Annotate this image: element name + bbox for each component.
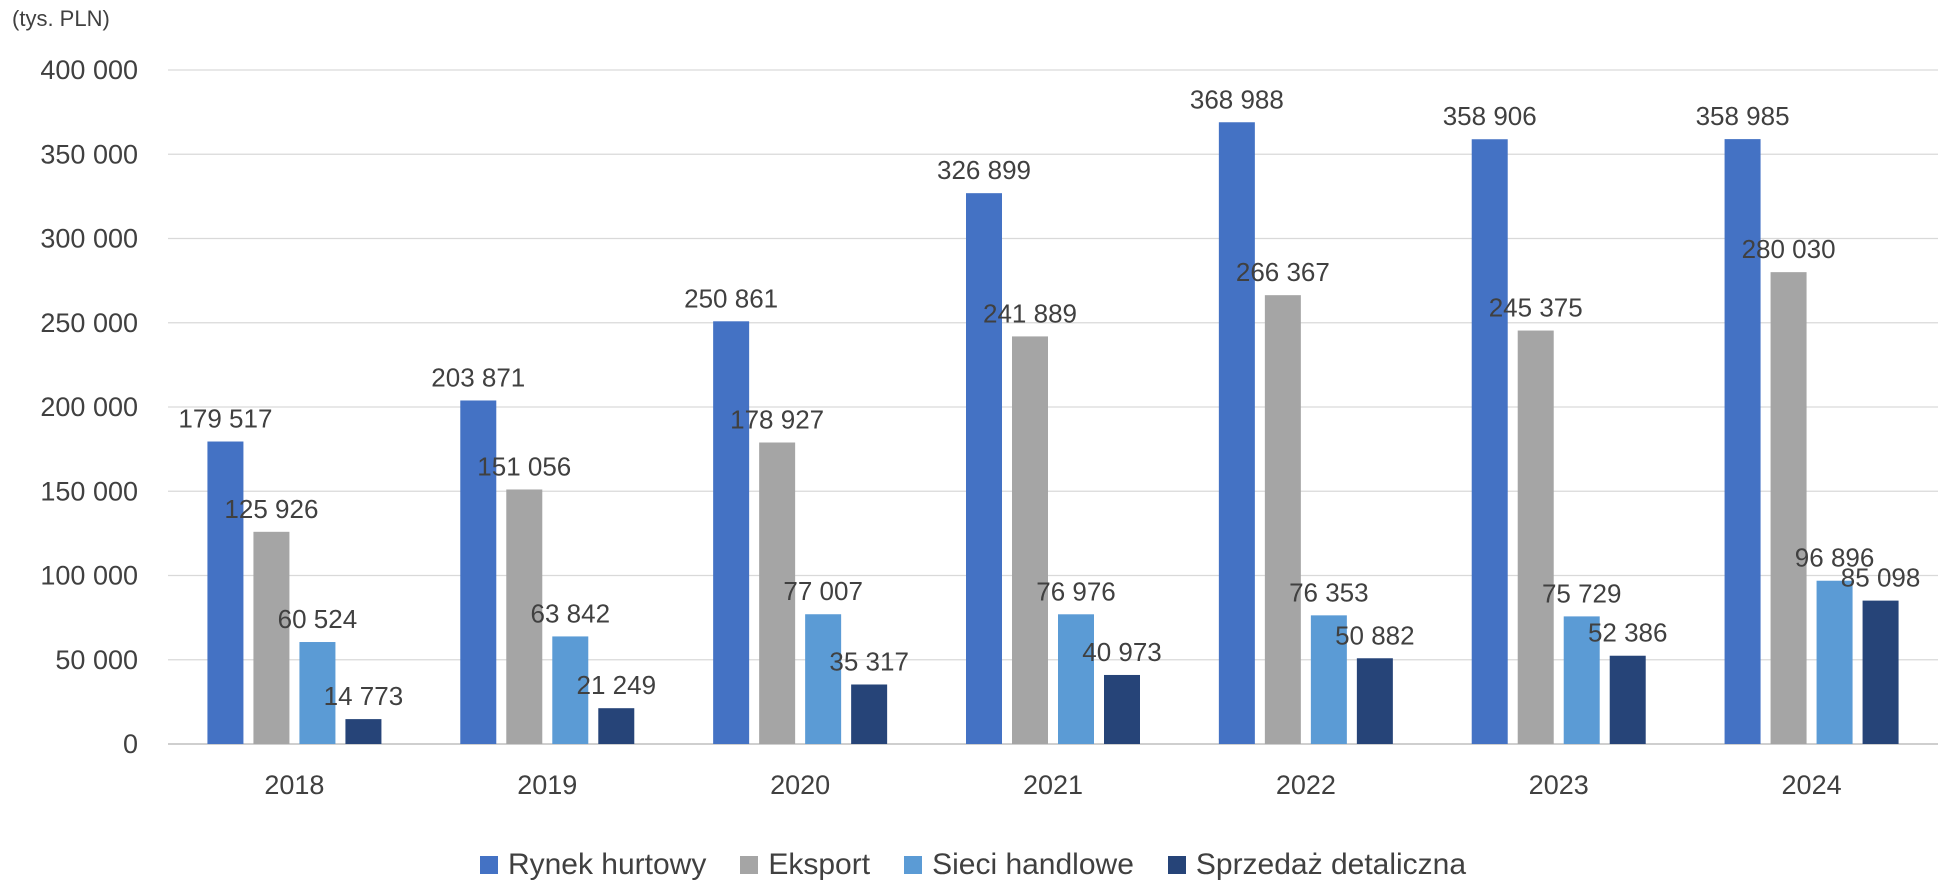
bar	[460, 400, 497, 744]
bar	[598, 708, 635, 744]
bar-chart: 0 50 000 100 000 150 000 200 000 250 000 300 0…	[40, 55, 1938, 800]
y-tick-label: 50 000	[55, 645, 138, 675]
data-label: 358 985	[1696, 101, 1790, 131]
x-tick-label: 2019	[517, 770, 577, 800]
bar	[1770, 272, 1807, 744]
bar	[253, 531, 290, 744]
y-tick-label: 400 000	[40, 55, 138, 85]
x-tick-label: 2023	[1529, 770, 1589, 800]
unit-label: (tys. PLN)	[12, 6, 110, 31]
legend-item: Rynek hurtowy	[479, 848, 707, 882]
data-label: 21 249	[577, 670, 657, 700]
y-tick-label: 250 000	[40, 308, 138, 338]
data-label: 96 896	[1795, 543, 1875, 573]
data-label: 125 926	[224, 494, 318, 524]
legend-swatch	[1167, 856, 1186, 874]
bar	[1058, 614, 1094, 744]
data-label: 14 773	[324, 681, 404, 711]
bar	[1012, 336, 1048, 744]
data-label: 151 056	[477, 451, 571, 481]
y-tick-label: 200 000	[40, 392, 138, 422]
bar	[1862, 600, 1899, 744]
data-label: 60 524	[278, 604, 358, 634]
data-label: 358 906	[1443, 101, 1537, 131]
legend-label: Rynek hurtowy	[507, 848, 707, 881]
bar	[1724, 139, 1761, 744]
bar	[1264, 295, 1301, 744]
data-label: 178 927	[730, 405, 824, 435]
x-tick-label: 2020	[770, 770, 830, 800]
data-label: 77 007	[783, 576, 863, 606]
data-label: 40 973	[1082, 637, 1162, 667]
data-label: 326 899	[937, 155, 1031, 185]
data-label: 245 375	[1489, 293, 1583, 323]
bar	[713, 321, 750, 744]
bar	[1816, 580, 1853, 744]
y-tick-label: 0	[123, 729, 138, 759]
bar	[299, 642, 336, 744]
x-tick-label: 2021	[1023, 770, 1083, 800]
legend-label: Eksport	[768, 848, 871, 881]
legend-item: Sprzedaż detaliczna	[1167, 848, 1467, 882]
y-tick-label: 300 000	[40, 224, 138, 254]
bar	[966, 193, 1002, 745]
data-label: 35 317	[829, 646, 909, 676]
legend: Rynek hurtowy Eksport Sieci handlowe Sprzed…	[0, 848, 1946, 882]
data-label: 52 386	[1588, 618, 1668, 648]
bar	[1104, 674, 1140, 744]
data-label: 50 882	[1335, 620, 1415, 650]
data-label: 250 861	[684, 283, 778, 313]
data-label: 63 842	[531, 598, 611, 628]
bar	[1218, 122, 1255, 744]
bar	[207, 441, 244, 744]
legend-item: Eksport	[740, 848, 870, 882]
bar	[1517, 330, 1554, 744]
bar	[1310, 615, 1347, 744]
data-label: 76 976	[1036, 576, 1116, 606]
data-label: 76 353	[1289, 577, 1369, 607]
bar	[1471, 139, 1508, 744]
bar	[345, 719, 382, 744]
bar	[552, 636, 589, 744]
data-label: 179 517	[178, 404, 272, 434]
legend-label: Sprzedaż detaliczna	[1195, 848, 1467, 881]
legend-swatch	[740, 856, 759, 874]
legend-label: Sieci handlowe	[932, 848, 1134, 881]
data-label: 85 098	[1841, 563, 1921, 593]
legend-swatch	[904, 856, 923, 874]
y-tick-label: 350 000	[40, 139, 138, 169]
legend-swatch	[479, 856, 498, 874]
bar	[805, 614, 842, 744]
data-label: 203 871	[431, 362, 525, 392]
bar	[506, 489, 543, 744]
bar	[1609, 655, 1646, 744]
data-label: 280 030	[1742, 234, 1836, 264]
y-tick-label: 150 000	[40, 476, 138, 506]
data-label: 241 889	[983, 298, 1077, 328]
x-tick-label: 2022	[1276, 770, 1336, 800]
bar	[1563, 616, 1600, 744]
legend-item: Sieci handlowe	[904, 848, 1134, 882]
bar	[1356, 658, 1393, 744]
bar	[759, 442, 796, 744]
data-label: 75 729	[1542, 578, 1622, 608]
x-tick-label: 2018	[264, 770, 324, 800]
x-tick-label: 2024	[1782, 770, 1842, 800]
data-label: 368 988	[1190, 84, 1284, 114]
bar	[851, 684, 888, 744]
y-tick-label: 100 000	[40, 561, 138, 591]
data-label: 266 367	[1236, 257, 1330, 287]
